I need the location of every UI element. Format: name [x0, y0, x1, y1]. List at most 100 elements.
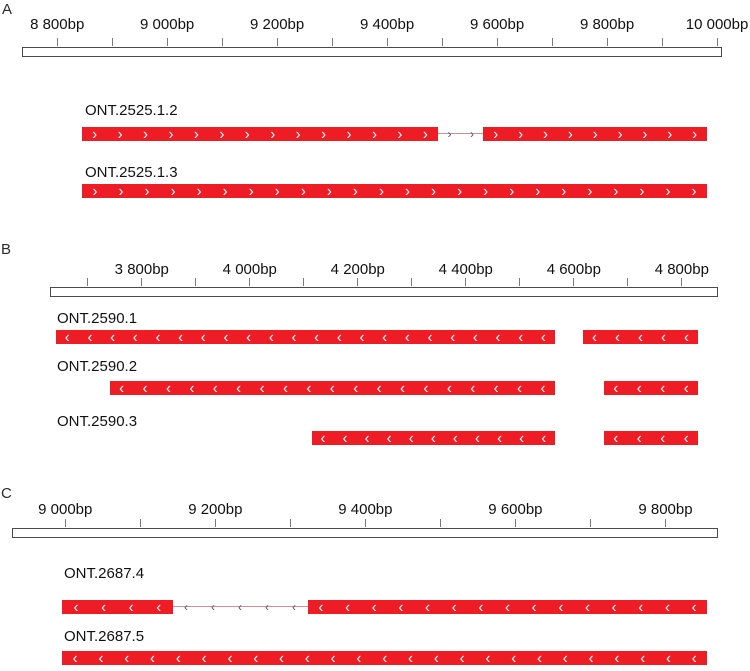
axis-tick-label: 9 200bp	[188, 501, 243, 518]
track-label: ONT.2687.5	[64, 628, 145, 645]
strand-chevron-icon: ‹	[101, 600, 107, 614]
strand-chevron-icon: ›	[518, 127, 524, 141]
strand-chevron-icon: ‹	[73, 600, 79, 614]
strand-chevron-icon: ›	[692, 127, 698, 141]
strand-chevron-icon: ‹	[505, 600, 511, 614]
panel-letter: A	[2, 1, 13, 18]
strand-chevron-icon: ‹	[150, 651, 156, 665]
track-label: ONT.2525.1.3	[85, 164, 178, 181]
ruler-tick	[364, 519, 366, 527]
ruler-tick	[589, 519, 591, 527]
ruler-tick	[664, 519, 666, 527]
ruler-tick	[111, 38, 113, 46]
strand-chevron-icon: ›	[535, 184, 541, 198]
ruler-tick	[195, 278, 197, 286]
strand-chevron-icon: ‹	[611, 600, 617, 614]
axis-tick-label: 9 000bp	[140, 16, 195, 33]
bp-ruler: 8 800bp 9 000bp 9 200bp 9 400bp 9 600bp 9 800…	[22, 0, 748, 60]
strand-chevron-icon: ‹	[376, 381, 382, 395]
strand-chevron-icon: ‹	[268, 330, 274, 344]
track-label: ONT.2590.1	[57, 310, 138, 327]
strand-chevron-icon: ›	[274, 184, 280, 198]
strand-chevron-icon: ‹	[613, 431, 619, 445]
intron-chevron-icon: ›	[447, 127, 452, 141]
intron-line	[438, 133, 484, 134]
strand-chevron-icon: ‹	[691, 600, 697, 614]
strand-chevron-icon: ›	[92, 184, 98, 198]
strand-chevron-icon: ‹	[279, 651, 285, 665]
ruler-tick	[551, 38, 553, 46]
ruler-tick	[514, 519, 516, 527]
strand-chevron-icon: ›	[378, 184, 384, 198]
exon-segment: ‹ ‹ ‹ ‹ ‹ ‹ ‹ ‹ ‹ ‹ ‹ ‹ ‹ ‹ ‹ ‹ ‹ ‹ ‹ ‹ ‹ ‹ ‹ ‹ ‹	[62, 651, 708, 665]
strand-chevron-icon: ‹	[124, 651, 130, 665]
strand-chevron-icon: ‹	[371, 600, 377, 614]
strand-chevron-icon: ›	[592, 127, 598, 141]
strand-chevron-icon: ‹	[119, 381, 125, 395]
ruler-tick	[87, 278, 89, 286]
ruler-bar	[50, 287, 718, 297]
exon-segment: ‹ ‹ ‹ ‹ ‹ ‹ ‹ ‹ ‹ ‹ ‹ ‹ ‹ ‹ ‹	[307, 600, 708, 614]
strand-chevron-icon: ‹	[259, 381, 265, 395]
panel-letter: B	[1, 241, 12, 258]
ruler-tick	[303, 278, 305, 286]
ruler-tick	[411, 278, 413, 286]
ruler-tick	[214, 519, 216, 527]
strand-chevron-icon: ‹	[128, 600, 134, 614]
strand-chevron-icon: ‹	[541, 431, 547, 445]
strand-chevron-icon: ‹	[478, 600, 484, 614]
ruler-tick	[439, 519, 441, 527]
strand-chevron-icon: ‹	[330, 651, 336, 665]
strand-chevron-icon: ›	[639, 184, 645, 198]
ruler-tick	[276, 38, 278, 46]
track-label: ONT.2590.3	[57, 413, 138, 430]
strand-chevron-icon: ‹	[664, 600, 670, 614]
strand-chevron-icon: ‹	[175, 651, 181, 665]
strand-chevron-icon: ‹	[98, 651, 104, 665]
strand-chevron-icon: ‹	[683, 381, 689, 395]
strand-chevron-icon: ›	[326, 184, 332, 198]
strand-chevron-icon: ‹	[87, 330, 93, 344]
strand-chevron-icon: ‹	[636, 381, 642, 395]
strand-chevron-icon: ‹	[636, 431, 642, 445]
strand-chevron-icon: ‹	[400, 381, 406, 395]
ruler-tick	[681, 278, 683, 286]
strand-chevron-icon: ‹	[519, 431, 525, 445]
axis-tick-label: 9 000bp	[38, 501, 93, 518]
strand-chevron-icon: ›	[371, 127, 377, 141]
strand-chevron-icon: ‹	[451, 600, 457, 614]
strand-chevron-icon: ‹	[665, 651, 671, 665]
intron-chevron-icon: ‹	[184, 600, 189, 614]
strand-chevron-icon: ‹	[398, 600, 404, 614]
axis-tick-label: 9 400bp	[338, 501, 393, 518]
strand-chevron-icon: ›	[117, 127, 123, 141]
ruler-tick	[661, 38, 663, 46]
strand-chevron-icon: ›	[170, 184, 176, 198]
strand-chevron-icon: ‹	[683, 330, 689, 344]
strand-chevron-icon: ›	[642, 127, 648, 141]
track-label: ONT.2590.2	[57, 358, 138, 375]
strand-chevron-icon: ‹	[660, 431, 666, 445]
strand-chevron-icon: ‹	[540, 381, 546, 395]
strand-chevron-icon: ‹	[493, 381, 499, 395]
exon-segment: › › › › › › › › › › › › › ›	[81, 127, 439, 141]
axis-tick-label: 9 600bp	[488, 501, 543, 518]
strand-chevron-icon: ›	[92, 127, 98, 141]
strand-chevron-icon: ‹	[200, 330, 206, 344]
exon-segment: ‹ ‹ ‹ ‹ ‹ ‹ ‹ ‹ ‹ ‹ ‹ ‹ ‹ ‹ ‹ ‹ ‹ ‹ ‹ ‹ ‹ ‹	[55, 330, 555, 344]
strand-chevron-icon: ‹	[304, 651, 310, 665]
ruler-tick	[357, 278, 359, 286]
ruler-tick	[56, 38, 58, 46]
strand-chevron-icon: ‹	[558, 600, 564, 614]
strand-chevron-icon: ›	[422, 127, 428, 141]
strand-chevron-icon: ›	[561, 184, 567, 198]
strand-chevron-icon: ›	[144, 184, 150, 198]
intron-chevron-icon: ‹	[238, 600, 243, 614]
strand-chevron-icon: ‹	[531, 600, 537, 614]
strand-chevron-icon: ‹	[342, 431, 348, 445]
strand-chevron-icon: ‹	[614, 330, 620, 344]
strand-chevron-icon: ‹	[613, 381, 619, 395]
strand-chevron-icon: ‹	[212, 381, 218, 395]
strand-chevron-icon: ‹	[404, 330, 410, 344]
